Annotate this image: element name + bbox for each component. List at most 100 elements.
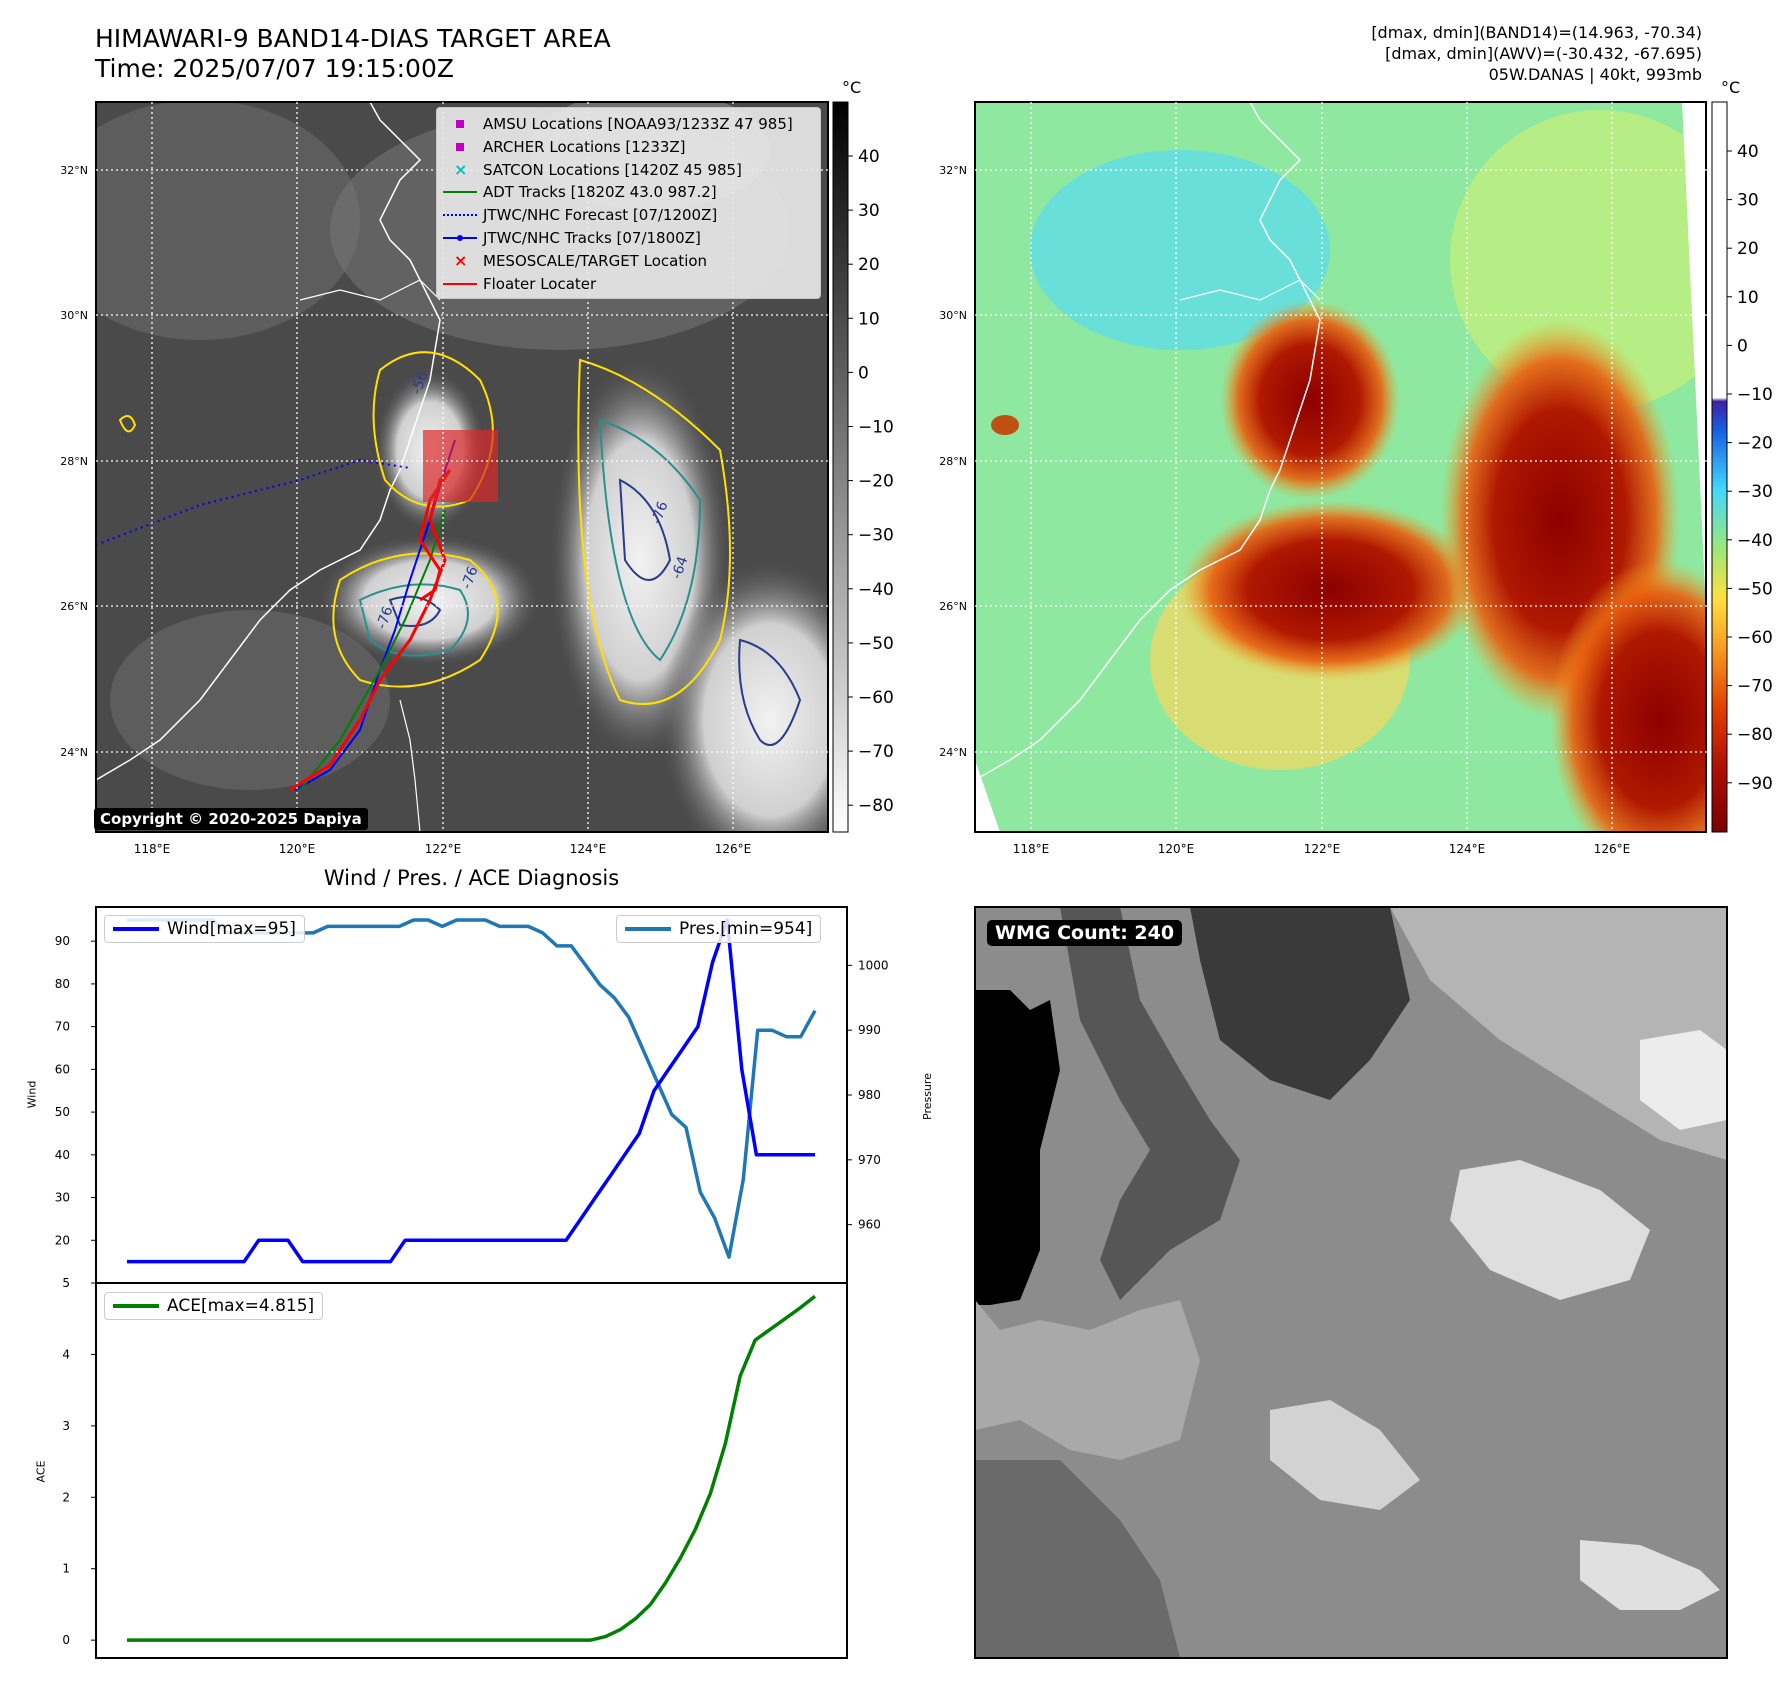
wind-tick-label: 60	[55, 1062, 70, 1076]
title-line-2: Time: 2025/07/07 19:15:00Z	[95, 54, 454, 83]
lat-tick-label: 30°N	[939, 309, 967, 322]
wind-tick-label: 30	[55, 1191, 70, 1205]
color-colorbar-tick-label: −90	[1737, 774, 1773, 794]
copyright-badge: Copyright © 2020-2025 Dapiya	[94, 808, 368, 830]
lon-tick-label: 120°E	[1158, 842, 1195, 856]
ace-axes	[95, 1282, 848, 1659]
map-legend-label: ARCHER Locations [1233Z]	[483, 137, 686, 156]
map-legend-label: MESOSCALE/TARGET Location	[483, 251, 708, 270]
wind-legend: Wind[max=95]	[104, 915, 305, 943]
ace-tick-label: 0	[62, 1633, 70, 1647]
wmg-panel	[974, 906, 1728, 1659]
lon-tick-label: 118°E	[134, 842, 171, 856]
ace-series-line	[127, 1294, 817, 1642]
info-line-2: [dmax, dmin](AWV)=(-30.432, -67.695)	[1385, 44, 1702, 63]
wind-tick-label: 50	[55, 1105, 70, 1119]
lon-tick-label: 126°E	[715, 842, 752, 856]
color-colorbar-tick-label: −60	[1737, 628, 1773, 648]
gray-colorbar-tick-label: 20	[858, 255, 880, 275]
color-colorbar-tick-label: −70	[1737, 677, 1773, 697]
contour-label: -56	[409, 369, 432, 396]
wind-legend-label: Wind[max=95]	[167, 919, 296, 939]
pressure-tick-label: 970	[858, 1153, 881, 1167]
pressure-ylabel: Pressure	[920, 1073, 934, 1120]
lat-tick-label: 24°N	[939, 746, 967, 759]
wind-tick-label: 20	[55, 1233, 70, 1247]
gray-colorbar-tick-label: −70	[858, 742, 894, 762]
gray-colorbar-tick-label: −10	[858, 418, 894, 438]
map-legend-marker	[443, 204, 477, 226]
map-legend-item: × SATCON Locations [1420Z 45 985]	[443, 159, 742, 181]
map-legend-marker	[443, 181, 477, 203]
map-legend-label: JTWC/NHC Tracks [07/1800Z]	[483, 229, 701, 247]
wind-series-line	[127, 918, 815, 1264]
wind-tick-label: 40	[55, 1148, 70, 1162]
map-legend: AMSU Locations [NOAA93/1233Z 47 985] ARCH…	[436, 107, 821, 299]
color-colorbar-tick-label: −30	[1737, 482, 1773, 502]
gray-colorbar-tick-label: 40	[858, 147, 880, 167]
lat-tick-label: 26°N	[60, 600, 88, 613]
ace-legend-label: ACE[max=4.815]	[167, 1296, 315, 1316]
color-colorbar-unit: °C	[1721, 78, 1741, 97]
lon-tick-label: 118°E	[1013, 842, 1050, 856]
map-legend-item: ARCHER Locations [1233Z]	[443, 136, 686, 158]
pressure-tick-label: 980	[858, 1088, 881, 1102]
lat-tick-label: 30°N	[60, 309, 88, 322]
diagnosis-title: Wind / Pres. / ACE Diagnosis	[323, 866, 620, 890]
map-legend-item: × MESOSCALE/TARGET Location	[443, 250, 707, 272]
color-colorbar-tick-label: −80	[1737, 725, 1773, 745]
wind-tick-label: 80	[55, 977, 70, 991]
ace-legend-swatch	[113, 1304, 159, 1308]
lat-tick-label: 28°N	[939, 455, 967, 468]
ace-tick-label: 3	[62, 1419, 70, 1433]
gray-colorbar-tick-label: −20	[858, 472, 894, 492]
color-colorbar-tick-label: −40	[1737, 531, 1773, 551]
gray-colorbar-tick-label: −60	[858, 688, 894, 708]
info-line-1: [dmax, dmin](BAND14)=(14.963, -70.34)	[1371, 23, 1702, 42]
color-colorbar-tick-label: −50	[1737, 579, 1773, 599]
lat-tick-label: 28°N	[60, 455, 88, 468]
contour-label: -76	[649, 499, 672, 526]
lon-tick-label: 124°E	[1449, 842, 1486, 856]
ace-tick-label: 2	[62, 1490, 70, 1504]
storm-info: [dmax, dmin](BAND14)=(14.963, -70.34) [d…	[1371, 22, 1702, 85]
figure-title: HIMAWARI-9 BAND14-DIAS TARGET AREA Time:…	[95, 24, 611, 84]
wmg-count-text: WMG Count: 240	[995, 922, 1175, 944]
wind-tick-label: 70	[55, 1020, 70, 1034]
title-line-1: HIMAWARI-9 BAND14-DIAS TARGET AREA	[95, 24, 611, 53]
wind-ylabel: Wind	[25, 1080, 39, 1109]
color-colorbar-tick-label: 30	[1737, 191, 1759, 211]
lon-tick-label: 122°E	[1304, 842, 1341, 856]
map-legend-label: JTWC/NHC Forecast [07/1200Z]	[483, 206, 718, 225]
contour-label: -76	[459, 564, 482, 591]
map-legend-marker	[443, 227, 477, 249]
map-legend-item: ADT Tracks [1820Z 43.0 987.2]	[443, 181, 717, 203]
map-legend-item: JTWC/NHC Forecast [07/1200Z]	[443, 204, 717, 226]
map-legend-item: AMSU Locations [NOAA93/1233Z 47 985]	[443, 113, 793, 135]
ace-tick-label: 1	[62, 1562, 70, 1576]
lat-tick-label: 32°N	[939, 164, 967, 177]
pressure-legend: Pres.[min=954]	[616, 915, 822, 943]
pressure-tick-label: 1000	[858, 958, 889, 972]
wmg-count-badge: WMG Count: 240	[987, 920, 1183, 946]
map-legend-label: Floater Locater	[483, 274, 597, 293]
ace-tick-label: 5	[62, 1276, 70, 1290]
ir-enhanced-map	[974, 101, 1707, 833]
lon-tick-label: 124°E	[570, 842, 607, 856]
color-colorbar-tick-label: −10	[1737, 385, 1773, 405]
map-legend-item: JTWC/NHC Tracks [07/1800Z]	[443, 227, 701, 249]
lon-tick-label: 120°E	[279, 842, 316, 856]
gray-colorbar-tick-label: −80	[858, 796, 894, 816]
map-legend-marker	[443, 113, 477, 135]
wind-legend-swatch	[113, 927, 159, 931]
pressure-legend-label: Pres.[min=954]	[679, 919, 813, 939]
pressure-legend-swatch	[625, 927, 671, 931]
gray-colorbar-unit: °C	[842, 78, 862, 97]
gray-colorbar-tick-label: −50	[858, 634, 894, 654]
map-legend-label: ADT Tracks [1820Z 43.0 987.2]	[483, 183, 717, 202]
map-legend-marker	[443, 136, 477, 158]
gray-colorbar-tick-label: −30	[858, 526, 894, 546]
map-legend-marker: ×	[454, 159, 468, 179]
gray-colorbar	[832, 101, 849, 833]
lat-tick-label: 32°N	[60, 164, 88, 177]
